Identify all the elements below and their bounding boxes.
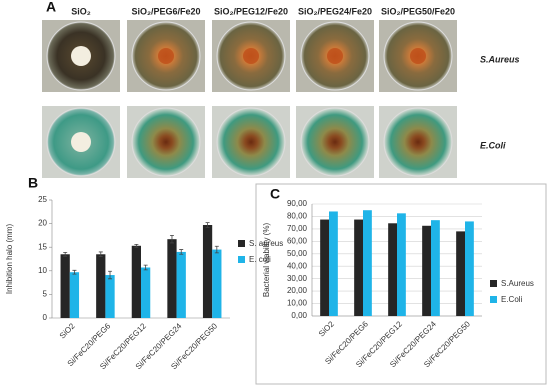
y-tick-label: 20 <box>38 219 47 228</box>
legend-swatch <box>490 296 497 303</box>
legend-swatch <box>490 280 497 287</box>
bar <box>141 267 151 318</box>
legend-swatch <box>238 256 245 263</box>
error-bar <box>214 245 219 254</box>
column-header: SiO₂ <box>71 6 91 16</box>
halo <box>243 48 259 64</box>
bar <box>212 249 222 318</box>
error-bar <box>63 251 68 257</box>
bar <box>329 211 338 316</box>
y-axis-label: Inhibition halo (mm) <box>5 224 14 295</box>
row-label: E.Coli <box>480 140 506 150</box>
y-tick-label: 0 <box>43 313 48 322</box>
y-axis-label: Bacterial viability (%) <box>262 223 271 298</box>
bar <box>320 219 329 316</box>
panel-label: C <box>270 186 280 202</box>
bar <box>176 251 186 318</box>
y-tick-label: 60,00 <box>287 236 308 245</box>
bar <box>105 275 115 318</box>
error-bar <box>143 264 148 271</box>
y-tick-label: 50,00 <box>287 249 308 258</box>
error-bar <box>72 269 77 275</box>
y-tick-label: 90,00 <box>287 199 308 208</box>
bar <box>388 223 397 316</box>
petri-dish <box>131 107 201 177</box>
halo <box>158 48 174 64</box>
bar <box>397 213 406 316</box>
y-tick-label: 10 <box>38 266 47 275</box>
bar <box>202 225 213 318</box>
panel-a: A <box>46 0 56 15</box>
x-tick-label: SiO2 <box>58 321 77 340</box>
halo <box>327 48 343 64</box>
legend-label: E. coli <box>249 255 271 264</box>
y-tick-label: 10,00 <box>287 299 308 308</box>
y-tick-label: 5 <box>43 290 48 299</box>
error-bar <box>169 235 174 244</box>
bar <box>167 239 177 318</box>
bar <box>354 219 363 316</box>
panel-label: A <box>46 0 56 15</box>
error-bar <box>205 222 210 228</box>
column-header: SiO₂/PEG12/Fe20 <box>214 6 288 16</box>
bar <box>465 221 474 316</box>
error-bar <box>179 249 184 255</box>
y-tick-label: 80,00 <box>287 212 308 221</box>
halo <box>410 48 426 64</box>
bar <box>422 225 431 316</box>
bar <box>60 254 70 318</box>
petri-dish <box>216 107 286 177</box>
x-tick-label: SiO2 <box>317 319 336 338</box>
legend-label: S.Aureus <box>501 279 534 288</box>
petri-dish <box>300 107 370 177</box>
error-bar <box>134 243 139 248</box>
panel-label: B <box>28 175 38 191</box>
error-bar <box>108 270 113 280</box>
bar <box>431 220 440 316</box>
panel-frame <box>255 183 547 385</box>
y-tick-label: 30,00 <box>287 274 308 283</box>
column-header: SiO₂/PEG6/Fe20 <box>131 6 200 16</box>
row-label: S.Aureus <box>480 54 520 64</box>
petri-dish <box>383 107 453 177</box>
column-header: SiO₂/PEG50/Fe20 <box>381 6 455 16</box>
bar <box>96 254 106 318</box>
bar <box>456 231 465 316</box>
halo <box>71 132 91 152</box>
bar <box>131 245 141 318</box>
bar <box>363 210 372 316</box>
y-tick-label: 25 <box>38 195 47 204</box>
y-tick-label: 40,00 <box>287 261 308 270</box>
legend-swatch <box>238 240 245 247</box>
legend-label: E.Coli <box>501 295 523 304</box>
error-bar <box>98 251 103 258</box>
y-tick-label: 20,00 <box>287 286 308 295</box>
column-header: SiO₂/PEG24/Fe20 <box>298 6 372 16</box>
y-tick-label: 15 <box>38 242 47 251</box>
y-tick-label: 0,00 <box>291 311 307 320</box>
bar <box>69 272 80 318</box>
y-tick-label: 70,00 <box>287 224 308 233</box>
halo <box>71 46 91 66</box>
legend-label: S. aureus <box>249 239 283 248</box>
